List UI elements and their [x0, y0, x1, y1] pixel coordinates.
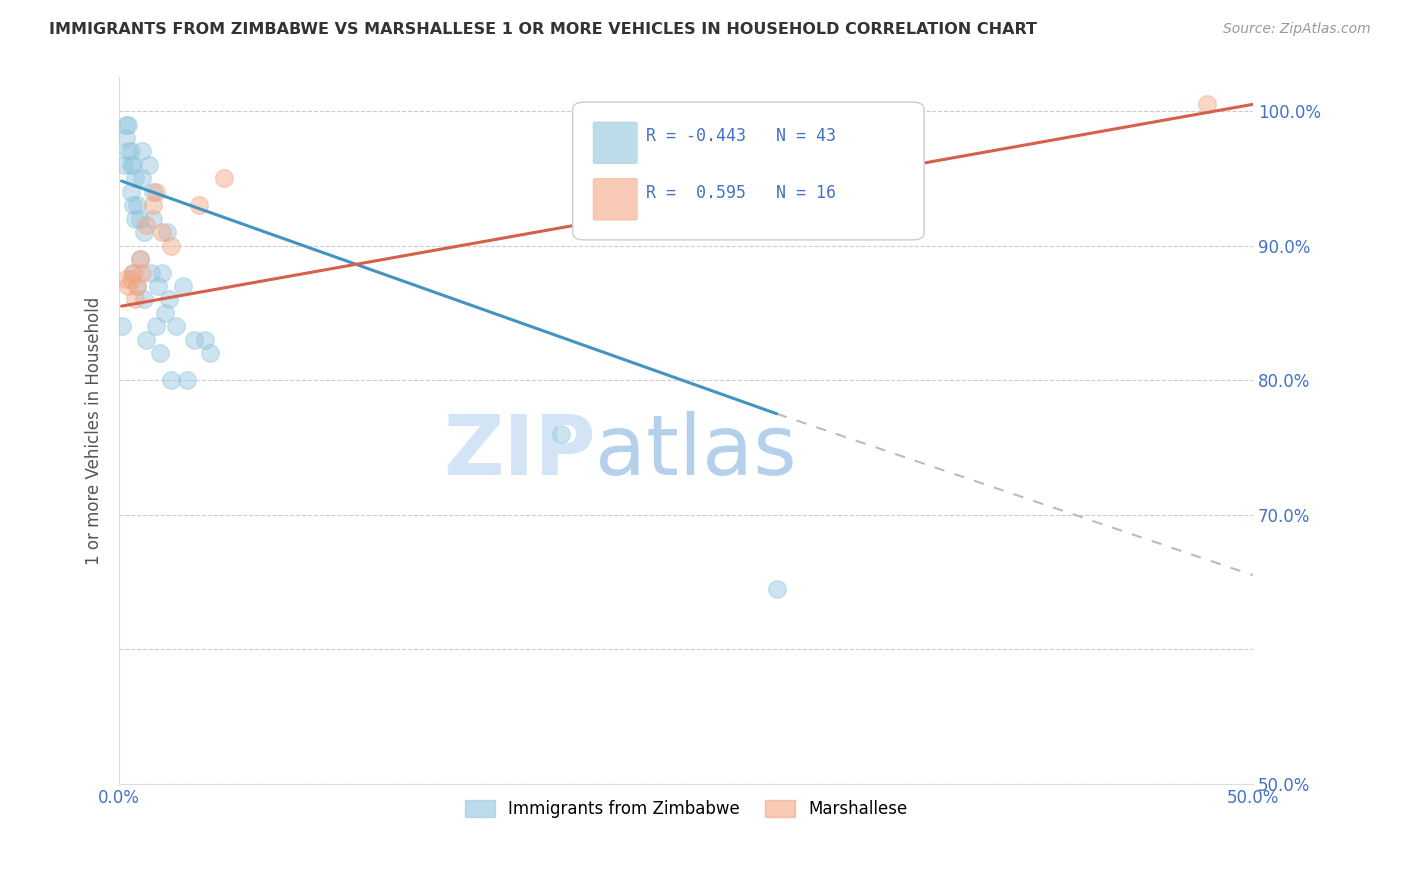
- Point: [127, 279, 149, 293]
- Point: [150, 225, 173, 239]
- Point: [127, 279, 149, 293]
- Point: [153, 306, 176, 320]
- Point: [115, 118, 138, 132]
- Point: [172, 279, 194, 293]
- Point: [120, 145, 142, 159]
- Point: [117, 279, 139, 293]
- Point: [145, 185, 167, 199]
- Text: R =  0.595   N = 16: R = 0.595 N = 16: [647, 184, 837, 202]
- Text: R = -0.443   N = 43: R = -0.443 N = 43: [647, 127, 837, 145]
- Point: [156, 225, 179, 239]
- Point: [183, 333, 205, 347]
- Point: [117, 118, 139, 132]
- Point: [150, 266, 173, 280]
- Point: [142, 198, 165, 212]
- Point: [124, 171, 146, 186]
- FancyBboxPatch shape: [593, 122, 637, 163]
- Point: [122, 266, 145, 280]
- Y-axis label: 1 or more Vehicles in Household: 1 or more Vehicles in Household: [86, 296, 103, 565]
- Point: [120, 272, 142, 286]
- Point: [212, 171, 235, 186]
- Point: [142, 211, 165, 226]
- Point: [131, 266, 153, 280]
- Point: [128, 252, 150, 266]
- Point: [139, 266, 162, 280]
- Point: [124, 211, 146, 226]
- Point: [135, 219, 157, 233]
- Point: [128, 252, 150, 266]
- Point: [131, 145, 153, 159]
- Point: [122, 198, 145, 212]
- Point: [1197, 97, 1219, 112]
- Point: [120, 185, 142, 199]
- Point: [146, 279, 169, 293]
- Point: [122, 158, 145, 172]
- Point: [115, 131, 138, 145]
- Point: [142, 185, 165, 199]
- Point: [115, 272, 138, 286]
- Point: [160, 373, 183, 387]
- Text: atlas: atlas: [595, 411, 797, 492]
- Point: [134, 293, 156, 307]
- FancyBboxPatch shape: [572, 103, 924, 240]
- Point: [122, 266, 145, 280]
- Point: [131, 171, 153, 186]
- Point: [128, 211, 150, 226]
- Point: [145, 319, 167, 334]
- Point: [120, 158, 142, 172]
- Point: [194, 333, 217, 347]
- Point: [160, 238, 183, 252]
- Point: [165, 319, 187, 334]
- Legend: Immigrants from Zimbabwe, Marshallese: Immigrants from Zimbabwe, Marshallese: [458, 793, 914, 825]
- FancyBboxPatch shape: [593, 178, 637, 220]
- Point: [138, 158, 160, 172]
- Point: [112, 158, 135, 172]
- Point: [124, 293, 146, 307]
- Text: ZIP: ZIP: [443, 411, 595, 492]
- Point: [198, 346, 221, 360]
- Point: [110, 319, 132, 334]
- Point: [550, 426, 572, 441]
- Point: [149, 346, 172, 360]
- Point: [134, 225, 156, 239]
- Point: [765, 582, 787, 596]
- Text: IMMIGRANTS FROM ZIMBABWE VS MARSHALLESE 1 OR MORE VEHICLES IN HOUSEHOLD CORRELAT: IMMIGRANTS FROM ZIMBABWE VS MARSHALLESE …: [49, 22, 1038, 37]
- Point: [187, 198, 209, 212]
- Point: [176, 373, 198, 387]
- Point: [127, 198, 149, 212]
- Point: [117, 145, 139, 159]
- Point: [135, 333, 157, 347]
- Text: Source: ZipAtlas.com: Source: ZipAtlas.com: [1223, 22, 1371, 37]
- Point: [157, 293, 180, 307]
